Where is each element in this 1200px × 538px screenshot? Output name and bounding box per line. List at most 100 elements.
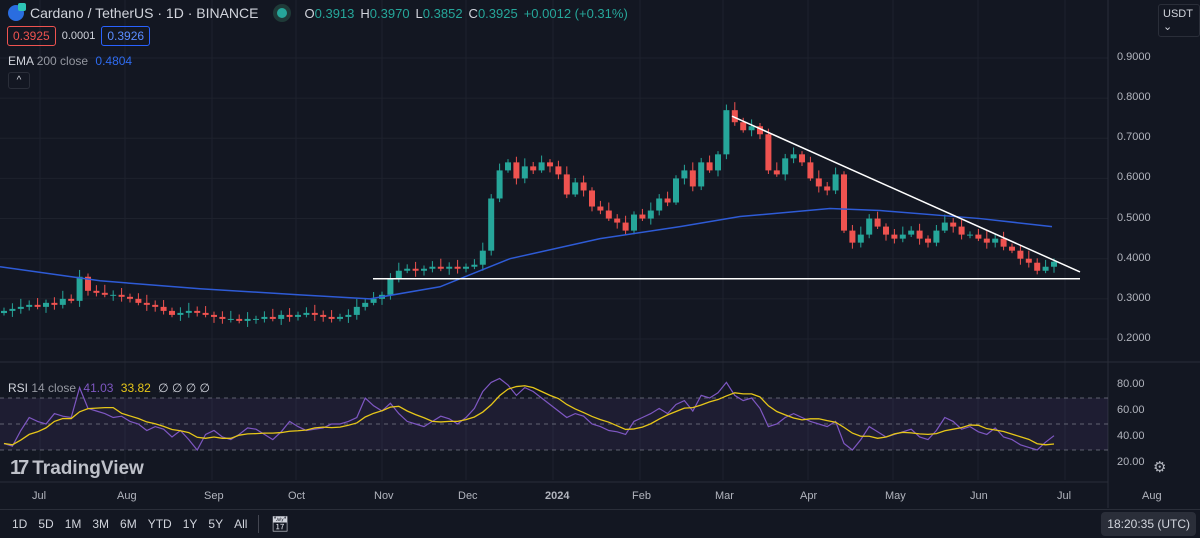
candle-up xyxy=(967,234,973,236)
candle-up xyxy=(110,294,117,296)
range-1y[interactable]: 1Y xyxy=(182,517,198,531)
candle-down xyxy=(799,154,805,163)
candle-down xyxy=(530,166,537,171)
collapse-legend-button[interactable]: ^ xyxy=(8,72,30,89)
candle-up xyxy=(59,298,66,305)
candle-down xyxy=(68,298,75,301)
candle-down xyxy=(925,238,931,243)
candle-down xyxy=(328,316,335,319)
range-all[interactable]: All xyxy=(234,517,248,531)
time-tick: Jul xyxy=(32,490,47,502)
candle-down xyxy=(807,162,814,179)
candle-up xyxy=(715,154,721,171)
candle-down xyxy=(454,266,461,269)
candle-down xyxy=(740,122,747,131)
candle-up xyxy=(647,210,654,219)
candle-down xyxy=(437,266,444,269)
candle-up xyxy=(395,270,402,279)
candle-down xyxy=(874,218,881,227)
ema-200-line xyxy=(0,207,1053,300)
range-5y[interactable]: 5Y xyxy=(208,517,224,531)
range-1m[interactable]: 1M xyxy=(64,517,82,531)
price-tick: 0.9000 xyxy=(1117,51,1151,63)
candle-down xyxy=(127,296,133,299)
low-value: 0.3852 xyxy=(422,5,463,21)
candle-up xyxy=(185,310,192,313)
settings-gear-icon[interactable]: ⚙ xyxy=(1153,459,1167,476)
candle-down xyxy=(597,206,604,211)
candle-down xyxy=(269,316,276,319)
ema-value: 0.4804 xyxy=(95,54,133,68)
buy-button[interactable]: 0.3926 xyxy=(101,26,151,46)
time-tick: May xyxy=(885,490,906,502)
candle-down xyxy=(194,310,201,313)
range-5d[interactable]: 5D xyxy=(38,517,54,531)
candle-down xyxy=(563,174,570,195)
candle-up xyxy=(857,234,864,243)
candle-down xyxy=(849,230,856,243)
toolbar-divider xyxy=(258,515,260,533)
candle-up xyxy=(1042,266,1049,271)
symbol-legend: Cardano / TetherUS · 1D · BINANCE O0.391… xyxy=(8,3,628,21)
candle-up xyxy=(698,162,705,187)
candle-up xyxy=(43,302,49,307)
candle-down xyxy=(891,234,898,239)
time-tick: Sep xyxy=(204,490,224,502)
candle-down xyxy=(950,222,957,227)
candle-up xyxy=(429,266,436,269)
candle-up xyxy=(76,276,83,301)
rsi-ma-line xyxy=(3,385,1055,446)
candle-down xyxy=(765,134,772,171)
clock-timezone[interactable]: 18:20:35 (UTC) xyxy=(1101,512,1196,536)
candle-up xyxy=(992,238,999,243)
range-1d[interactable]: 1D xyxy=(12,517,28,531)
bottom-toolbar: 1D 5D 1M 3M 6M YTD 1Y 5Y All 📅︎ xyxy=(0,509,1200,538)
candle-down xyxy=(975,234,982,239)
candle-down xyxy=(555,166,562,175)
close-value: 0.3925 xyxy=(477,5,518,21)
candle-down xyxy=(1034,262,1041,271)
time-tick: Oct xyxy=(288,490,306,502)
time-tick: 2024 xyxy=(545,490,570,502)
candle-up xyxy=(26,304,33,307)
resistance-trendline xyxy=(731,115,1081,273)
ema-legend[interactable]: EMA 200 close 0.4804 xyxy=(8,54,132,68)
high-value: 0.3970 xyxy=(369,5,410,21)
range-ytd[interactable]: YTD xyxy=(147,517,172,531)
candle-up xyxy=(1051,261,1057,267)
candle-up xyxy=(362,302,369,307)
range-6m[interactable]: 6M xyxy=(120,517,137,531)
candle-down xyxy=(169,310,175,315)
rsi-legend[interactable]: RSI 14 close 41.03 33.82 ∅ ∅ ∅ ∅ xyxy=(8,381,210,395)
candle-down xyxy=(547,162,553,167)
candle-down xyxy=(757,126,763,135)
calendar-goto-icon[interactable]: 📅︎ xyxy=(270,516,290,533)
rsi-params: 14 close xyxy=(31,381,77,395)
candle-down xyxy=(773,170,780,175)
price-tick: 0.3000 xyxy=(1117,291,1151,304)
candle-up xyxy=(933,230,940,243)
candle-down xyxy=(513,162,520,179)
range-3m[interactable]: 3M xyxy=(92,517,110,531)
candle-down xyxy=(983,238,990,243)
currency-select[interactable]: USDT ⌄ xyxy=(1158,4,1200,37)
open-value: 0.3913 xyxy=(314,5,355,21)
open-label: O xyxy=(304,5,315,21)
candle-down xyxy=(916,230,923,239)
candle-up xyxy=(572,182,579,195)
candle-down xyxy=(93,290,100,293)
price-tick: 0.5000 xyxy=(1117,211,1151,224)
cardano-logo-icon xyxy=(8,3,26,21)
market-open-icon xyxy=(276,8,287,18)
sell-button[interactable]: 0.3925 xyxy=(7,26,56,46)
price-tick: 0.6000 xyxy=(1117,171,1151,184)
high-label: H xyxy=(360,5,370,21)
candle-down xyxy=(614,218,621,223)
candle-down xyxy=(34,304,41,307)
candle-down xyxy=(412,268,419,271)
candle-up xyxy=(790,154,797,159)
candle-down xyxy=(883,226,889,235)
candle-up xyxy=(673,178,679,203)
symbol-title[interactable]: Cardano / TetherUS · 1D · BINANCE xyxy=(30,5,259,21)
